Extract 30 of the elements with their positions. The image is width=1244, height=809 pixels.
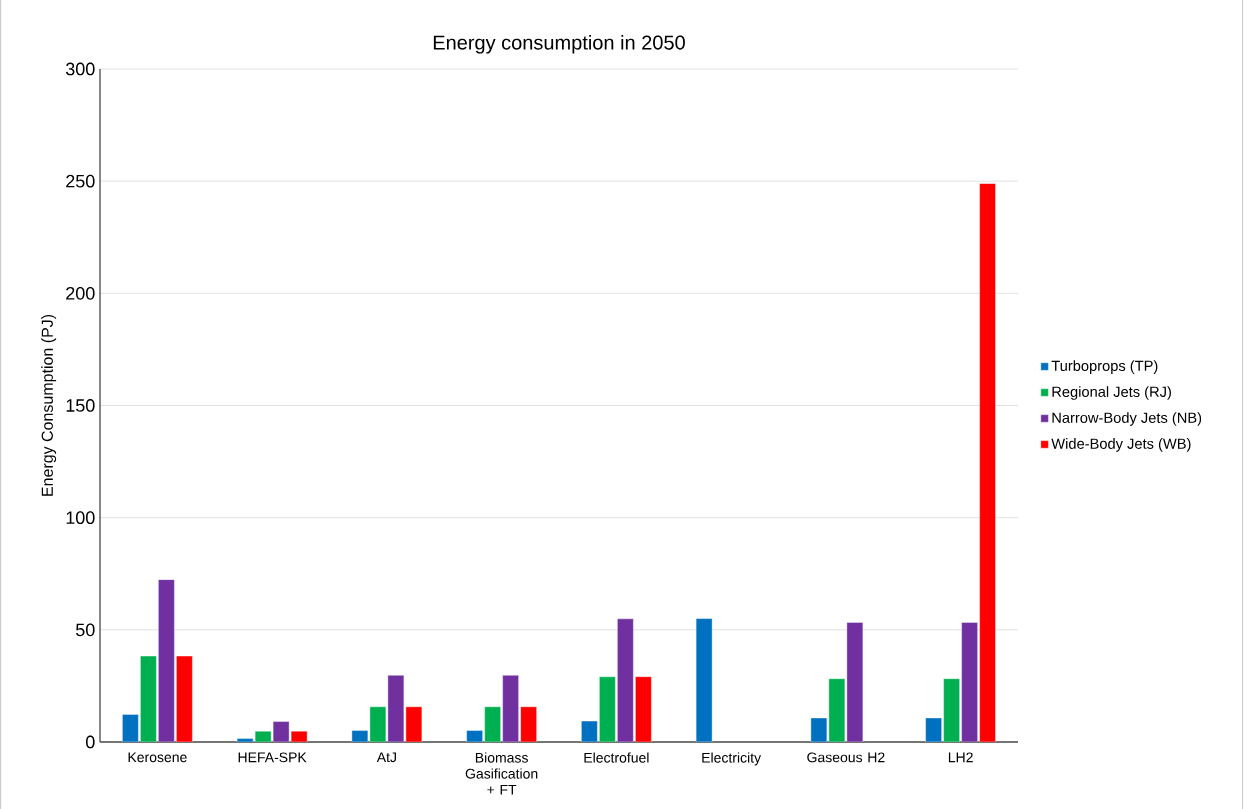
bar [961, 622, 978, 742]
bar [635, 676, 652, 742]
y-tick-label: 200 [66, 286, 95, 300]
x-tick-label: Electrofuel [584, 752, 649, 763]
bar [695, 618, 713, 742]
x-tick-label: Kerosene [128, 752, 187, 763]
x-tick-label: LH2 [948, 752, 973, 763]
y-tick-label: 150 [66, 399, 95, 412]
bar [176, 655, 193, 742]
y-axis-title: Energy Consumption (PJ) [41, 314, 57, 496]
legend-label: Wide-Body Jets (WB) [1051, 438, 1191, 452]
x-tick-label: AtJ [376, 752, 396, 763]
x-tick-label: Electricity [702, 752, 762, 766]
y-tick-label: 50 [75, 623, 95, 637]
x-tick-label: HEFA-SPK [238, 752, 307, 763]
x-tick-label: Biomass Gasification + FT [465, 752, 538, 795]
legend-label: Narrow-Body Jets (NB) [1052, 412, 1202, 426]
bar [617, 618, 634, 742]
y-tick-label: 0 [86, 735, 95, 749]
bar [979, 183, 996, 742]
y-tick-label: 300 [65, 62, 95, 76]
legend-label: Regional Jets (RJ) [1052, 386, 1171, 400]
x-tick-label: Gaseous H2 [807, 752, 885, 763]
chart-title: Energy consumption in 2050 [433, 34, 685, 54]
bar [520, 706, 537, 742]
y-tick-label: 100 [66, 511, 95, 525]
bar [502, 675, 519, 742]
legend-label: Turboprops (TP) [1051, 360, 1158, 374]
y-tick-label: 250 [66, 174, 95, 188]
bar [158, 579, 175, 742]
